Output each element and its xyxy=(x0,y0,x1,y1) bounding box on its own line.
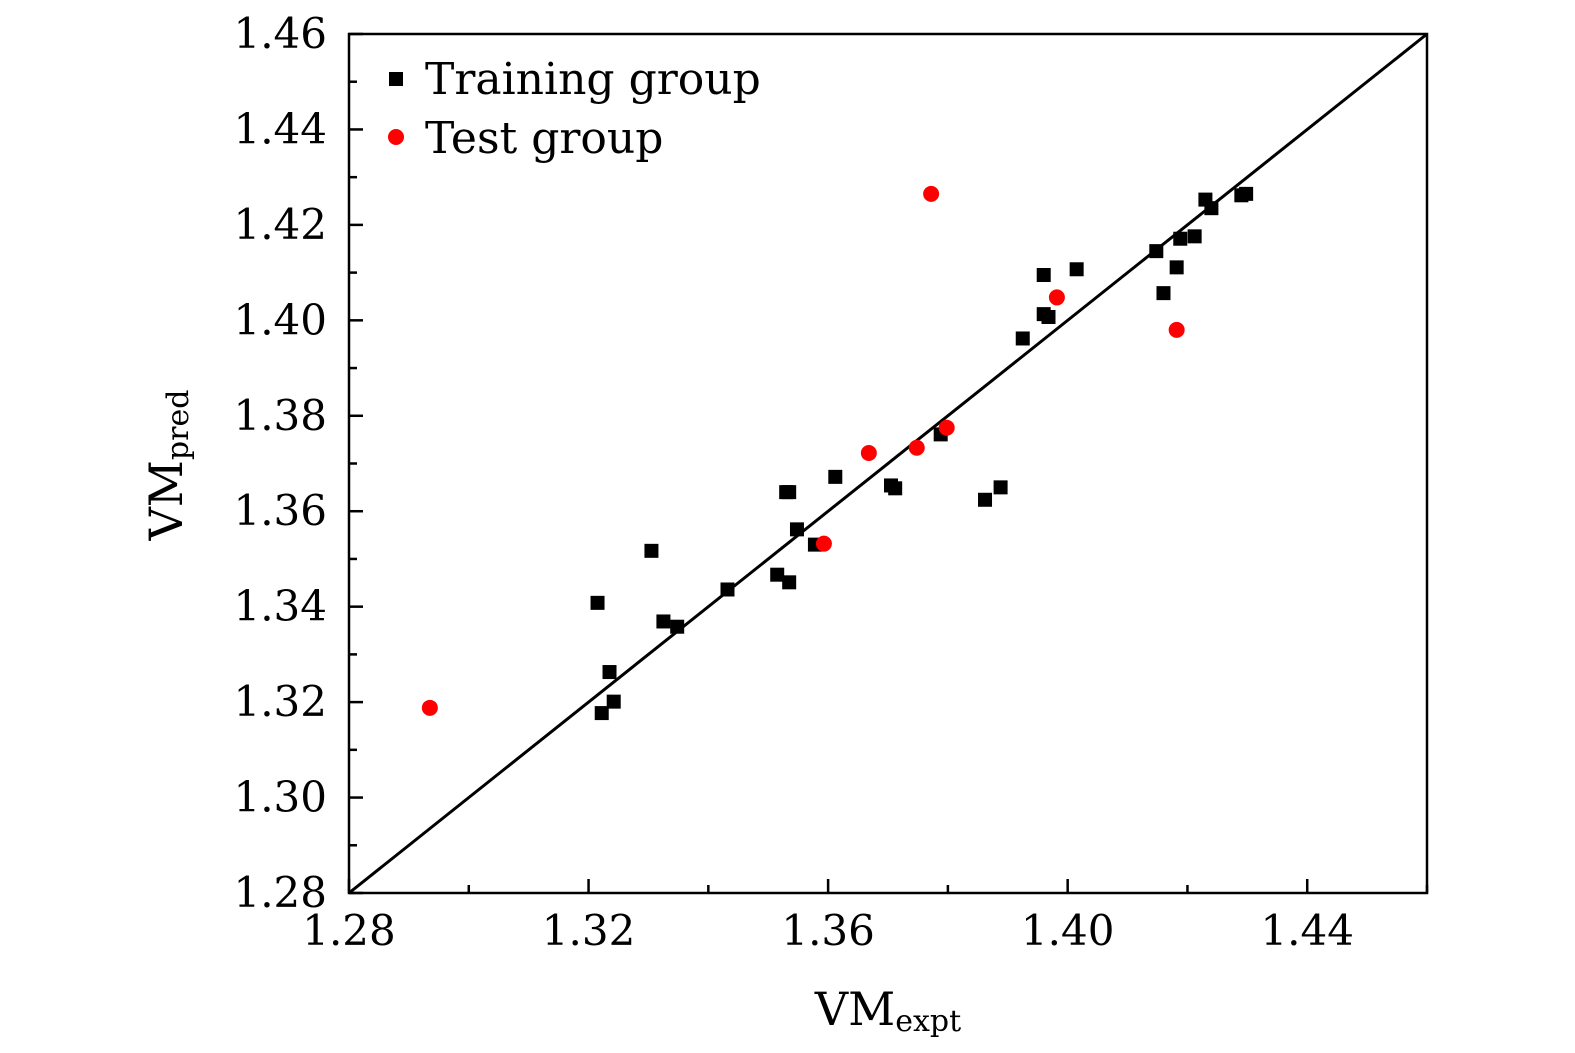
y-tick-label: 1.36 xyxy=(233,486,327,535)
training-point xyxy=(720,582,735,597)
training-point xyxy=(978,492,993,507)
x-tick-label: 1.28 xyxy=(302,906,396,955)
training-point xyxy=(888,481,903,496)
training-point xyxy=(594,706,609,721)
training-point xyxy=(656,614,671,629)
test-point xyxy=(1048,289,1065,306)
x-tick-label: 1.44 xyxy=(1260,906,1354,955)
legend-label-training: Training group xyxy=(425,54,761,105)
training-point xyxy=(782,485,797,500)
training-point xyxy=(1169,260,1184,275)
training-point xyxy=(1239,186,1254,201)
y-tick-label: 1.28 xyxy=(233,868,327,917)
x-axis-title: VMexpt xyxy=(814,982,961,1039)
y-axis-title: VMpred xyxy=(139,390,196,542)
y-tick-label: 1.42 xyxy=(233,200,327,249)
legend-marker-test xyxy=(388,129,404,145)
training-point xyxy=(789,522,804,537)
test-point xyxy=(908,439,925,456)
test-point xyxy=(860,445,877,462)
test-point xyxy=(815,535,832,552)
training-point xyxy=(770,567,785,582)
x-tick-label: 1.36 xyxy=(781,906,875,955)
y-axis-title-sub: pred xyxy=(161,390,196,461)
x-tick-label: 1.32 xyxy=(542,906,636,955)
training-point xyxy=(602,665,617,680)
test-point xyxy=(923,185,940,202)
y-tick-label: 1.44 xyxy=(233,104,327,153)
training-point xyxy=(1173,231,1188,246)
legend-label-test: Test group xyxy=(425,113,663,164)
training-point xyxy=(590,595,605,610)
training-point xyxy=(644,543,659,558)
training-point xyxy=(828,469,843,484)
ticks: 1.28 1.32 1.36 1.40 1.44 1.28 1.30 1.32 1.34 1.36… xyxy=(233,9,1429,955)
test-point xyxy=(938,419,955,436)
training-point xyxy=(993,480,1008,495)
y-tick-label: 1.32 xyxy=(233,677,327,726)
x-tick-label: 1.40 xyxy=(1021,906,1115,955)
y-tick-label: 1.34 xyxy=(233,582,327,631)
training-point xyxy=(1156,286,1171,301)
training-point xyxy=(782,575,797,590)
y-tick-label: 1.40 xyxy=(233,295,327,344)
legend: Training group Test group xyxy=(388,54,761,164)
training-point xyxy=(606,694,621,709)
reference-line-group xyxy=(348,32,1428,895)
x-axis-title-sub: expt xyxy=(895,1004,961,1039)
legend-marker-training xyxy=(389,72,403,86)
y-axis-title-main: VM xyxy=(139,460,193,541)
y-tick-label: 1.38 xyxy=(233,391,327,440)
test-point xyxy=(421,699,438,716)
y-tick-label: 1.30 xyxy=(233,773,327,822)
training-point xyxy=(1036,267,1051,282)
training-point xyxy=(670,619,685,634)
y-tick-label: 1.46 xyxy=(233,9,327,58)
reference-line xyxy=(348,32,1428,895)
training-point xyxy=(1015,331,1030,346)
data-points xyxy=(421,185,1254,721)
training-point xyxy=(1204,201,1219,216)
training-point xyxy=(1149,244,1164,259)
x-axis-title-main: VM xyxy=(814,982,895,1036)
training-point xyxy=(1041,309,1056,324)
training-point xyxy=(1187,229,1202,244)
test-point xyxy=(1168,321,1185,338)
training-point xyxy=(1069,262,1084,277)
